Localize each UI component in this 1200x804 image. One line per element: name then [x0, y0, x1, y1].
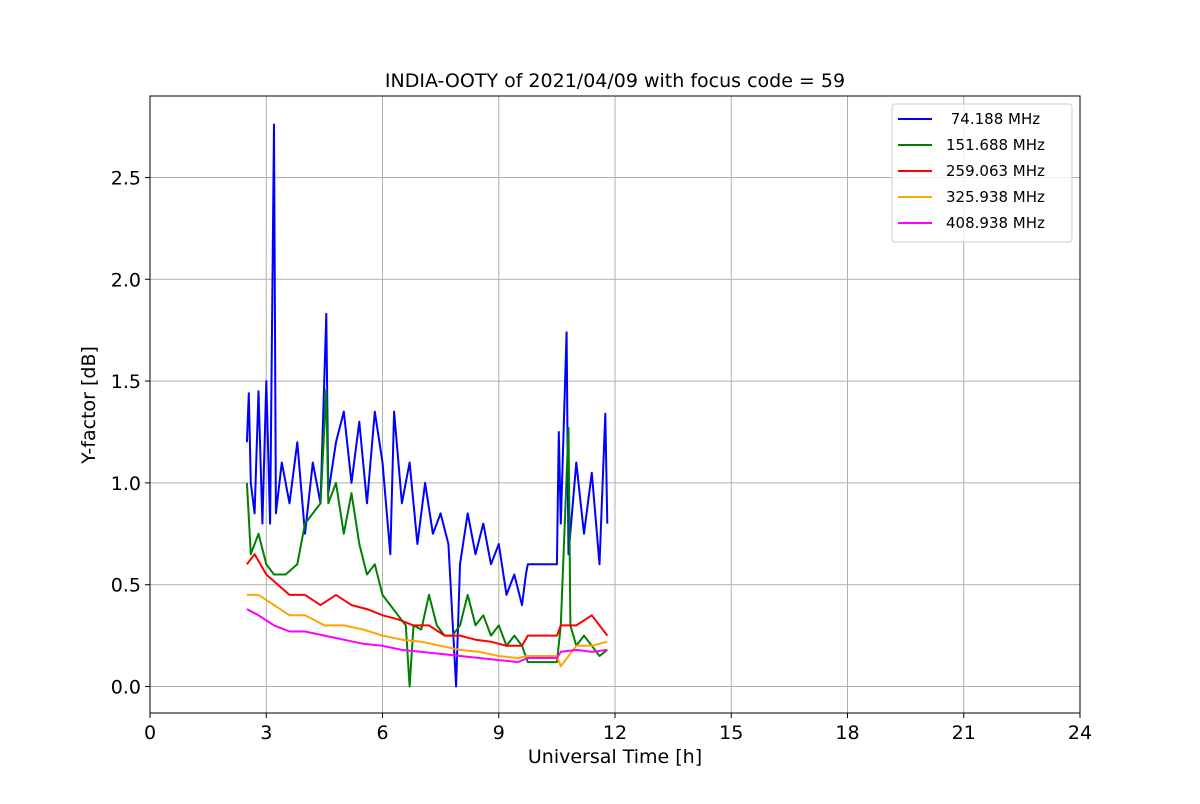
x-tick-label: 9	[493, 722, 505, 744]
y-tick-label: 2.5	[111, 167, 141, 189]
y-tick-label: 1.0	[111, 473, 141, 495]
series-layer	[245, 123, 609, 688]
y-tick-label: 2.0	[111, 269, 141, 291]
axis-ticks: 0 3 6 9 12 15 18 21 24 0.0 0.5 1.0 1.5 2.0 2.5	[111, 167, 1092, 744]
x-tick-label: 0	[144, 722, 156, 744]
legend: 74.188 MHz 151.688 MHz 259.063 MHz 325.938 …	[891, 103, 1073, 243]
x-tick-label: 24	[1068, 722, 1092, 744]
series-line-1	[245, 388, 608, 688]
y-axis-label: Y-factor [dB]	[78, 346, 100, 465]
x-tick-label: 18	[835, 722, 859, 744]
legend-label-2: 259.063 MHz	[946, 162, 1045, 180]
series-line-0	[245, 123, 609, 688]
x-tick-label: 3	[260, 722, 272, 744]
x-tick-label: 21	[952, 722, 976, 744]
x-axis-label: Universal Time [h]	[528, 746, 702, 768]
legend-label-1: 151.688 MHz	[946, 136, 1045, 154]
y-tick-label: 0.0	[111, 677, 141, 699]
y-tick-label: 1.5	[111, 371, 141, 393]
legend-label-0: 74.188 MHz	[946, 110, 1040, 128]
series-line-2	[246, 553, 609, 647]
chart-title: INDIA-OOTY of 2021/04/09 with focus code…	[385, 70, 845, 92]
legend-label-3: 325.938 MHz	[946, 188, 1045, 206]
x-tick-label: 6	[376, 722, 388, 744]
x-tick-label: 12	[603, 722, 627, 744]
series-line-4	[246, 608, 608, 664]
legend-label-4: 408.938 MHz	[946, 214, 1045, 232]
legend-box	[891, 103, 1073, 243]
grid-lines	[149, 96, 1081, 713]
x-tick-label: 15	[719, 722, 743, 744]
series-line-3	[246, 593, 608, 668]
y-tick-label: 0.5	[111, 575, 141, 597]
